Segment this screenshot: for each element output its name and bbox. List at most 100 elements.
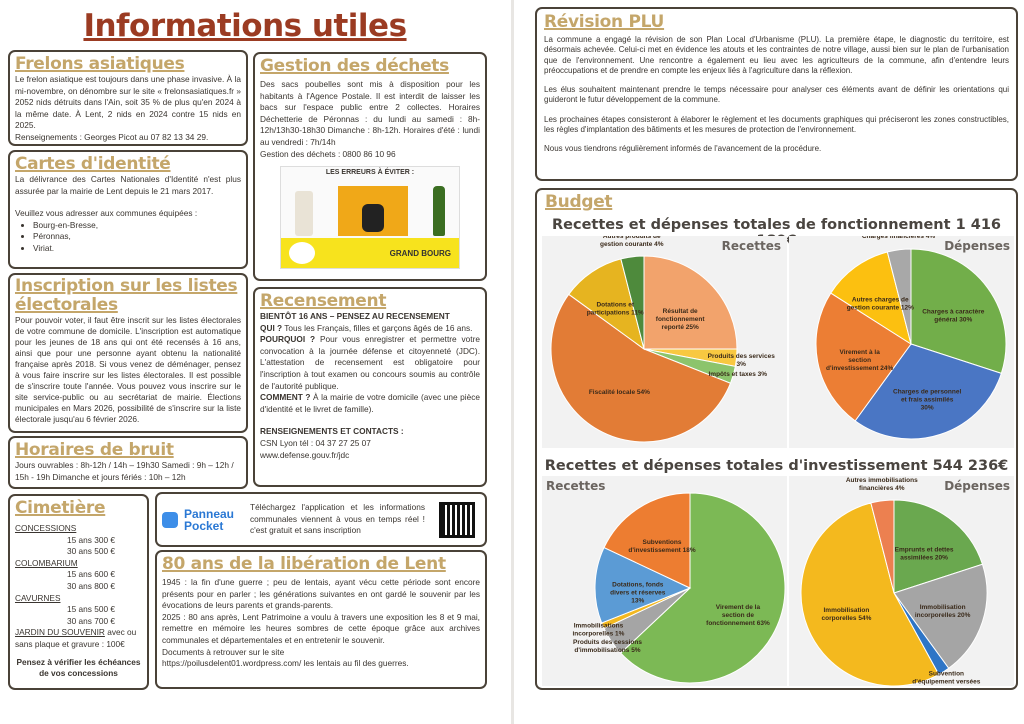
plu-section: Révision PLU La commune a engagé la révi… [535,7,1018,181]
pie-slice [854,343,1002,440]
pie-label: Immobilisations incorporelles 1% [572,623,624,638]
bruit-section: Horaires de bruit Jours ouvrables : 8h-1… [8,436,248,489]
plu-p2: Les élus souhaitent maintenant prendre l… [544,85,1009,105]
recensement-heading: Recensement [260,291,387,311]
pie-label: Emprunts et dettes assimilées 20% [895,547,954,562]
packaging-icon [295,191,314,237]
liberation-p3: Documents à retrouver sur le site [162,646,285,657]
cimetiere-heading: Cimetière [15,498,106,518]
page-divider [511,0,514,724]
pie-label: Produits des cessions d'immobilisations 5… [573,639,642,654]
chart-invest-depenses: Emprunts et dettes assimilées 20% Immobili… [789,476,1014,686]
pie-slice [893,563,988,669]
chart-title-depenses: Dépenses [944,479,1010,493]
pie-slice [893,499,984,594]
frelons-heading: Frelons asiatiques [15,54,185,74]
pie-label: Charges de personnel et frais assimilés 30… [893,389,961,412]
panneau-text: Téléchargez l'application et les informa… [250,502,425,536]
pie-label: Dotations et participations 11% [587,302,644,317]
price: 15 ans 300 € [67,534,115,545]
budget-section: Budget Recettes et dépenses totales de f… [535,188,1018,690]
price: 30 ans 700 € [67,615,115,626]
bruit-text: Jours ouvrables : 8h-12h / 14h – 19h30 S… [15,460,234,482]
chart-invest-recettes: Virement de la section de fonctionnement 6… [542,476,787,686]
plu-p4: Nous vous tiendrons régulièrement inform… [544,144,822,154]
recensement-subtitle: BIENTÔT 16 ANS – PENSEZ AU RECENSEMENT [260,311,450,321]
contacts-label: RENSEIGNEMENTS ET CONTACTS : [260,426,404,437]
bruit-heading: Horaires de bruit [15,440,174,460]
recensement-section: Recensement BIENTÔT 16 ANS – PENSEZ AU R… [253,287,487,487]
poster-title: LES ERREURS À ÉVITER : [325,169,415,177]
inscription-text: Pour pouvoir voter, il faut être inscrit… [15,315,241,424]
inscription-heading: Inscription sur les listes électorales [15,276,238,315]
pie-slice [620,255,645,350]
pie-label: Autres charges de gestion courante 12% [847,297,914,312]
cartes-section: Cartes d'identité La délivrance des Cart… [8,150,248,269]
liberation-p2: 2025 : 80 ans après, Lent Patrimoine a v… [162,611,480,645]
comment-text: À la mairie de votre domicile (avec une … [260,392,480,414]
qr-code-icon[interactable] [438,500,476,539]
chart-title-depenses: Dépenses [944,239,1010,253]
pourquoi-label: POURQUOI ? [260,334,316,345]
black-bag-icon [337,186,408,237]
panneau-logo-line1: Panneau [184,506,235,521]
panneau-logo-line2: Pocket [184,518,224,533]
frelons-contact: Renseignements : Georges Picot au 07 82 … [15,131,209,142]
pie-slice [815,292,912,422]
cartes-heading: Cartes d'identité [15,154,171,174]
pie-slice [800,502,940,686]
jardin-label: JARDIN DU SOUVENIR [15,627,105,638]
price: 15 ans 500 € [67,604,115,615]
investissement-title: Recettes et dépenses totales d'investiss… [544,458,1009,474]
cimetiere-note: Pensez à vérifier les échéances de vos c… [16,656,141,679]
pie-slice [886,248,912,345]
pie-label: Produits des services 3% [708,353,776,368]
page-title: Informations utiles [83,8,407,44]
pie-slice [620,492,786,684]
chart-fonct-recettes: Résultat de fonctionnement reporté 25% Prod… [542,236,787,448]
chart-title-recettes: Recettes [546,479,606,493]
pie-slice [830,251,912,346]
plu-heading: Révision PLU [544,12,665,32]
liberation-p1: 1945 : la fin d'une guerre ; peu de lent… [162,577,480,611]
pie-label: Immobilisation corporelles 54% [822,607,872,622]
liberation-section: 80 ans de la libération de Lent 1945 : l… [155,550,487,689]
cavurnes-label: CAVURNES [15,592,61,603]
dechets-phone: Gestion des déchets : 0800 86 10 96 [260,148,396,159]
plu-p1: La commune a engagé la révision de son P… [544,35,1009,75]
commune-item: Péronnas, [33,231,241,243]
cartes-text: La délivrance des Cartes Nationales d'Id… [15,174,241,196]
pie-label: Immobilisation incorporelles 20% [915,604,971,619]
colombarium-label: COLOMBARIUM [15,557,78,568]
price: 30 ans 500 € [67,546,115,557]
liberation-heading: 80 ans de la libération de Lent [162,554,446,574]
comment-label: COMMENT ? [260,392,311,403]
pie-label: Fiscalité locale 54% [589,389,650,396]
pie-label: Virement de la section de fonctionnement 6… [706,604,770,627]
waste-poster-image: LES ERREURS À ÉVITER : GRAND BOURG [280,166,460,270]
dechets-heading: Gestion des déchets [260,56,449,76]
price: 15 ans 600 € [67,569,115,580]
frelons-section: Frelons asiatiques Le frelon asiatique e… [8,50,248,146]
right-page: Révision PLU La commune a engagé la révi… [514,0,1024,724]
pie-label: Résultat de fonctionnement reporté 25% [656,308,706,331]
pie-label: Autres produits de gestion courante 4% [600,236,664,248]
pourquoi-text: Pour vous enregistrer et permettre votre… [260,334,480,391]
recycle-badge-icon [289,242,315,265]
communes-list: Bourg-en-Bresse, Péronnas, Viriat. [33,220,241,255]
pie-slice [603,492,691,589]
budget-heading: Budget [545,192,613,212]
defense-website-link[interactable]: www.defense.gouv.fr/jdc [260,449,350,460]
qui-text: Tous les Français, filles et garçons âgé… [282,322,473,333]
panneau-pocket-section: Panneau Pocket Téléchargez l'application… [155,492,487,547]
pie-slice [594,546,692,624]
pie-label: Dotations, fonds divers et réserves 13% [610,581,666,604]
poilus-website-link[interactable]: https://poilusdelent01.wordpress.com/ le… [162,658,409,669]
pie-slice [910,248,1007,374]
price: 30 ans 800 € [67,580,115,591]
left-page: Informations utiles Frelons asiatiques L… [0,0,512,724]
pie-label: Virement à la section d'investissement 24% [826,349,894,372]
commune-item: Viriat. [33,243,241,255]
cartes-intro: Veuillez vous adresser aux communes équi… [15,208,198,219]
